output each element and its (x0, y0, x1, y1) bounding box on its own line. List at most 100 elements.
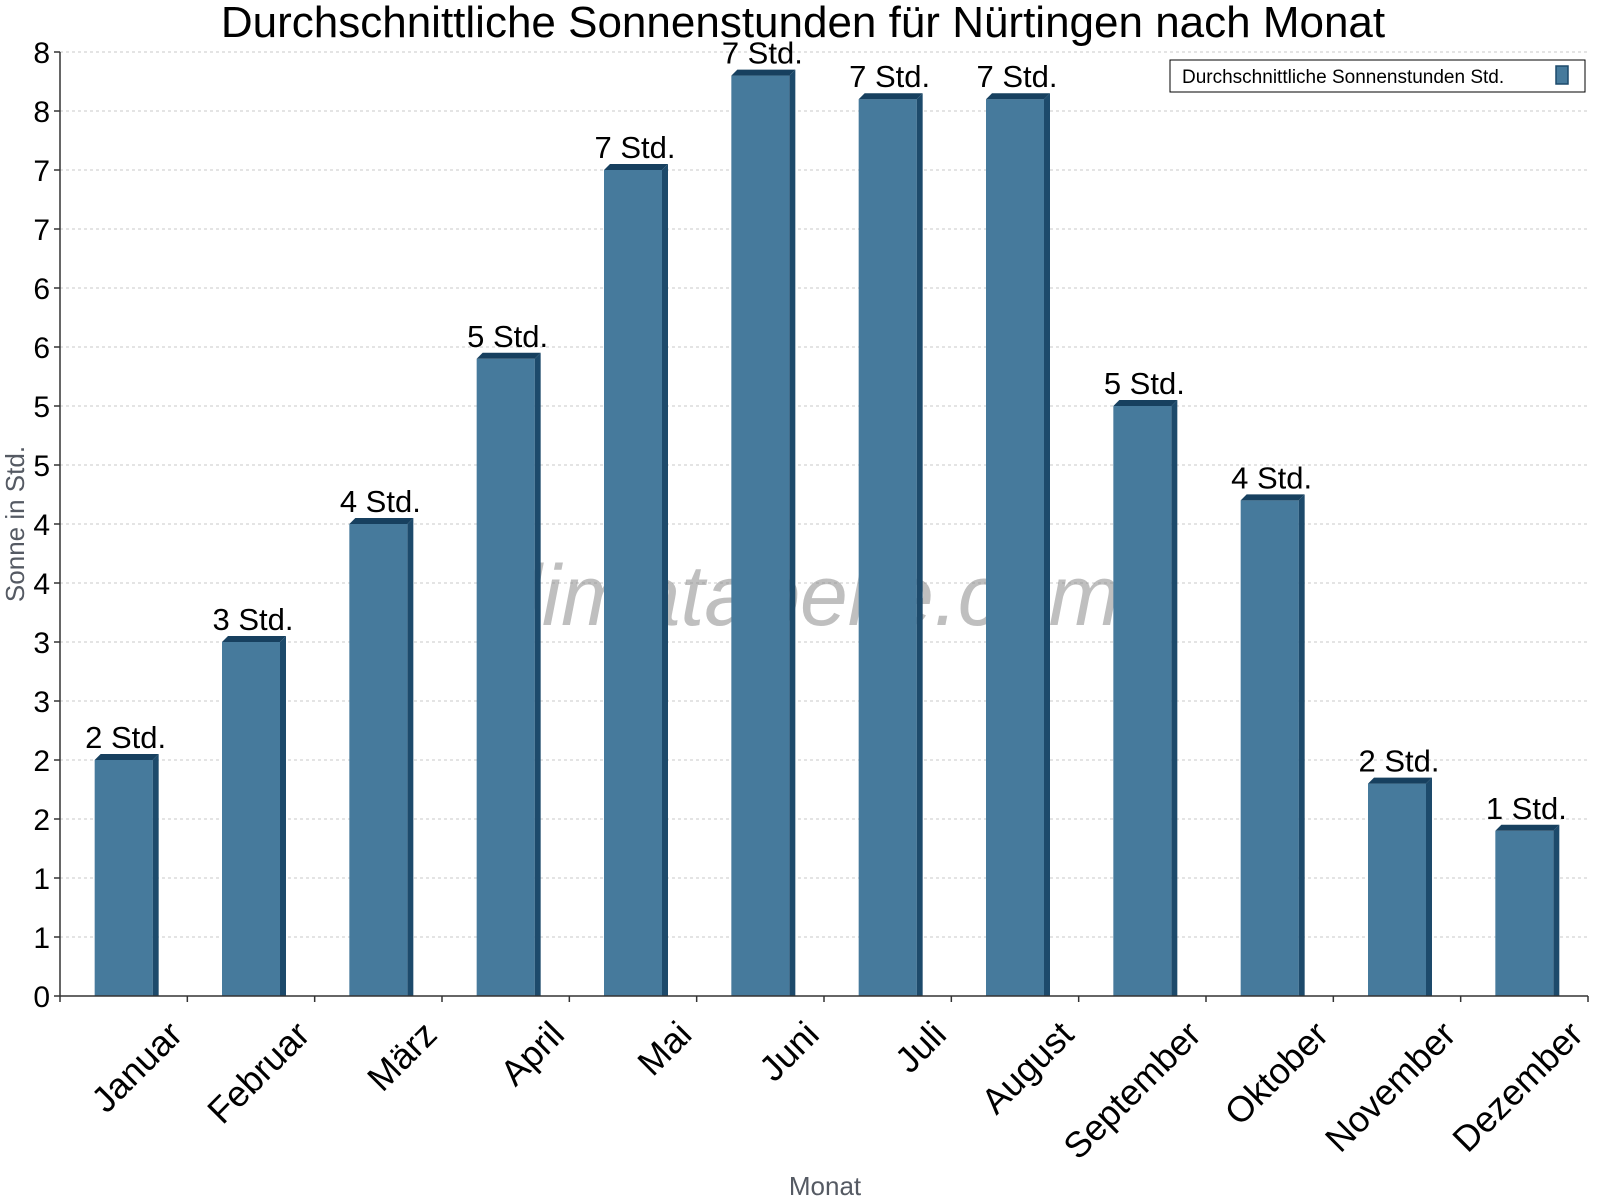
data-label: 7 Std. (722, 36, 803, 71)
x-tick-label: Januar (83, 1013, 190, 1120)
y-tick-label: 4 (33, 509, 50, 542)
bar (1113, 406, 1172, 996)
x-tick-labels: Januar Februar März April Mai Juni Juli AugustS… (59, 996, 1591, 1167)
bar (222, 642, 280, 996)
bar (349, 524, 408, 996)
x-tick-label: November (1317, 1013, 1463, 1159)
bar (986, 99, 1044, 996)
x-tick-label: August (973, 1013, 1081, 1121)
bar-juli (858, 93, 923, 996)
bar-side (1171, 400, 1178, 996)
data-label: 1 Std. (1486, 791, 1567, 826)
bar-side (152, 754, 159, 996)
data-label: 7 Std. (595, 130, 676, 165)
data-label: 4 Std. (340, 484, 421, 519)
bar (476, 358, 535, 996)
bar-top (349, 518, 414, 524)
bar-side (534, 352, 541, 996)
bar-top (858, 93, 923, 100)
bar-top (1495, 824, 1560, 831)
data-label: 5 Std. (1104, 366, 1185, 401)
bar-oktober (1240, 494, 1305, 996)
bar-side (1044, 93, 1050, 996)
chart-title: Durchschnittliche Sonnenstunden für Nürt… (221, 0, 1385, 47)
bar (94, 760, 153, 996)
x-axis-label: Monat (789, 1171, 862, 1200)
y-tick-label: 7 (33, 155, 50, 188)
x-tick-label: September (1055, 1013, 1209, 1167)
bar-januar (94, 754, 159, 996)
bar (1240, 500, 1299, 996)
bar-top (1240, 494, 1305, 501)
legend: Durchschnittliche Sonnenstunden Std. (1169, 59, 1586, 93)
y-tick-label: 3 (33, 627, 50, 660)
bar (604, 170, 662, 996)
data-labels: 2 Std. 3 Std. 4 Std. 5 Std. 7 Std. 7 Std. 7 St… (85, 36, 1567, 826)
y-tick-label: 5 (33, 391, 50, 424)
x-tick-label: Mai (629, 1013, 699, 1083)
bar-side (1426, 777, 1432, 996)
x-tick-label: März (359, 1013, 445, 1099)
data-label: 2 Std. (85, 720, 166, 755)
bar-side (280, 636, 286, 996)
y-tick-label: 3 (33, 686, 50, 719)
bar-top (476, 352, 541, 359)
y-tick-label: 0 (33, 981, 50, 1014)
bar-november (1368, 777, 1432, 996)
bar-side (789, 69, 796, 997)
bar-september (1113, 400, 1178, 996)
gridlines (60, 51, 1588, 938)
x-tick-label: April (492, 1013, 572, 1093)
x-tick-label: Juni (751, 1013, 827, 1089)
bar-side (916, 93, 923, 996)
y-tick-label: 8 (33, 37, 50, 70)
y-tick-label: 8 (33, 96, 50, 129)
data-label: 2 Std. (1359, 744, 1440, 779)
y-tick-label: 5 (33, 450, 50, 483)
x-tick-label: Juli (887, 1013, 954, 1080)
bar (858, 99, 917, 996)
legend-label: Durchschnittliche Sonnenstunden Std. (1182, 67, 1504, 88)
y-tick-label: 2 (33, 804, 50, 837)
bar (1368, 783, 1426, 996)
bar (731, 75, 790, 997)
data-label: 7 Std. (977, 59, 1058, 94)
y-tick-labels: 0 1 1 2 2 3 3 4 4 5 5 6 6 7 7 8 8 (33, 37, 60, 1014)
bar-side (407, 518, 414, 996)
bar-august (986, 93, 1050, 996)
bar-juni (731, 69, 796, 997)
bar-side (1553, 824, 1560, 996)
data-label: 3 Std. (213, 602, 294, 637)
bar-top (1368, 777, 1432, 784)
bar-dezember (1495, 824, 1560, 996)
y-tick-label: 4 (33, 568, 50, 601)
y-tick-label: 6 (33, 273, 50, 306)
bar-top (731, 69, 796, 76)
bar-side (1298, 494, 1305, 996)
bar-top (222, 636, 286, 642)
data-label: 4 Std. (1231, 460, 1312, 495)
bar-top (1113, 400, 1178, 406)
bar-side (662, 164, 668, 996)
bar-top (94, 754, 159, 760)
bars (94, 69, 1560, 997)
y-axis-title: Sonne in Std. (0, 446, 30, 602)
y-tick-label: 1 (33, 922, 50, 955)
x-tick-label: Februar (199, 1013, 317, 1131)
x-tick-label: Dezember (1444, 1013, 1590, 1159)
bar-april (476, 352, 541, 996)
bar-top (986, 93, 1050, 100)
legend-box (1169, 59, 1586, 93)
y-tick-label: 2 (33, 745, 50, 778)
bar-top (604, 164, 668, 170)
data-label: 5 Std. (467, 319, 548, 354)
bar-mai (604, 164, 668, 996)
bar-märz (349, 518, 414, 996)
legend-swatch (1555, 65, 1569, 85)
bar (1495, 830, 1554, 996)
x-tick-label: Oktober (1216, 1013, 1336, 1133)
y-tick-label: 7 (33, 214, 50, 247)
data-label: 7 Std. (849, 59, 930, 94)
